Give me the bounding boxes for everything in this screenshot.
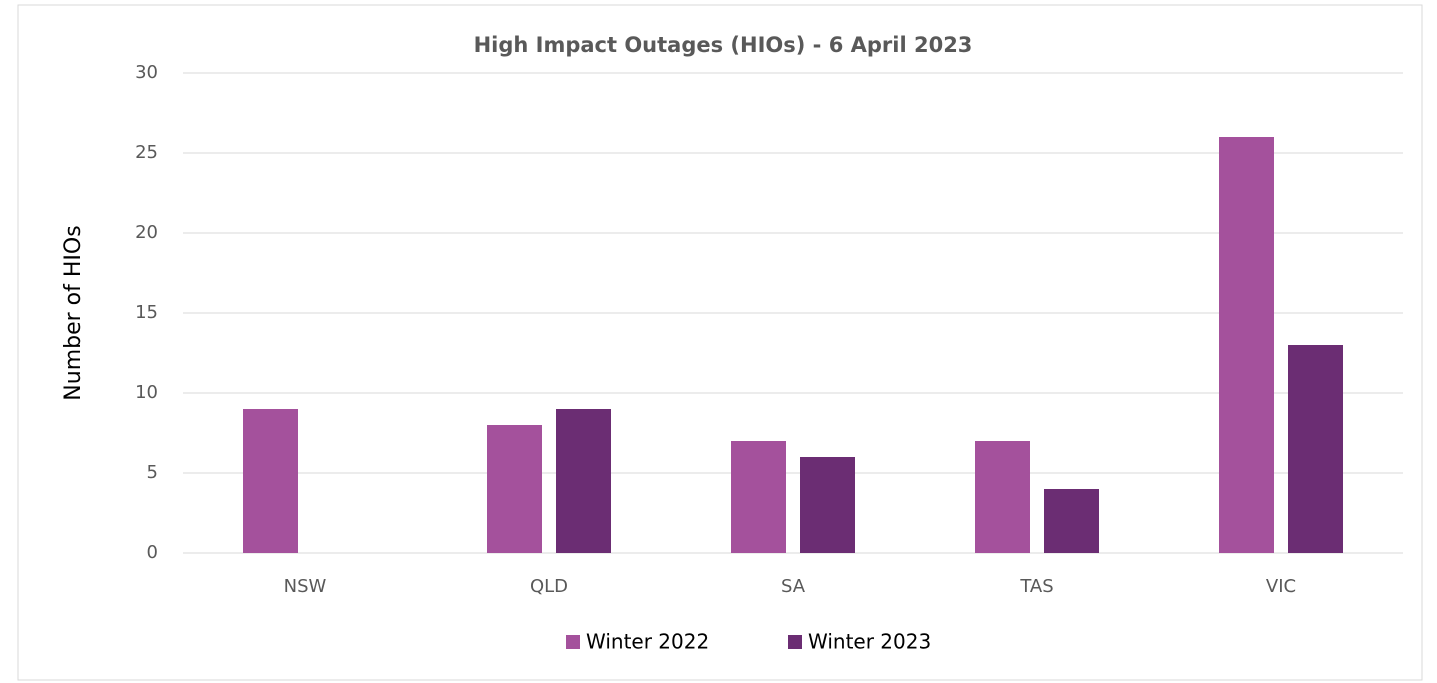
y-axis-label: Number of HIOs — [61, 225, 86, 400]
legend-label: Winter 2022 — [586, 630, 709, 654]
y-tick-label: 30 — [135, 62, 158, 83]
bar — [1288, 345, 1343, 553]
chart-border — [17, 4, 1423, 681]
bar — [1044, 489, 1099, 553]
chart-title: High Impact Outages (HIOs) - 6 April 202… — [474, 33, 973, 57]
y-tick-label: 0 — [147, 542, 158, 563]
bar — [243, 409, 298, 553]
y-tick-label: 15 — [135, 302, 158, 323]
legend-swatch — [566, 635, 580, 649]
y-tick-label: 5 — [147, 462, 158, 483]
legend-label: Winter 2023 — [808, 630, 931, 654]
x-tick-label: SA — [781, 576, 806, 597]
y-tick-label: 10 — [135, 382, 158, 403]
x-tick-label: VIC — [1266, 576, 1296, 597]
x-tick-label: TAS — [1019, 576, 1053, 597]
bar — [731, 441, 786, 553]
bar — [487, 425, 542, 553]
bar — [975, 441, 1030, 553]
y-tick-label: 20 — [135, 222, 158, 243]
bar — [556, 409, 611, 553]
y-tick-label: 25 — [135, 142, 158, 163]
bar — [1219, 137, 1274, 553]
bar — [800, 457, 855, 553]
x-tick-label: NSW — [284, 576, 327, 597]
legend-swatch — [788, 635, 802, 649]
x-tick-label: QLD — [530, 576, 568, 597]
